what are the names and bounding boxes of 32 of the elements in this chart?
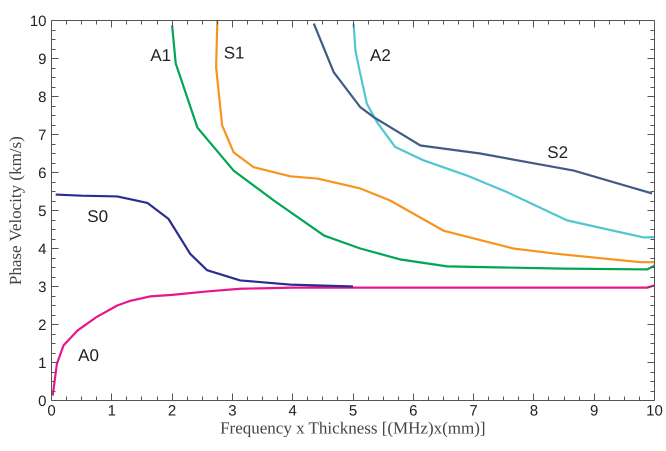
line-series xyxy=(352,22,654,239)
x-tick-label: 3 xyxy=(228,402,237,420)
y-tick-label: 7 xyxy=(38,127,46,144)
x-tick-label: 10 xyxy=(646,402,663,420)
y-tick-label: 8 xyxy=(38,89,46,106)
line-series xyxy=(52,284,654,397)
x-axis-title: Frequency x Thickness [(MHz)x(mm)] xyxy=(220,418,486,438)
x-tick-label: 5 xyxy=(348,402,358,420)
line-series xyxy=(312,22,654,194)
x-tick-label: 8 xyxy=(530,402,538,420)
x-tick-label: 1 xyxy=(108,402,116,420)
y-tick-label: 9 xyxy=(38,51,46,68)
series-label: A0 xyxy=(78,346,99,365)
line-series xyxy=(54,193,354,288)
y-tick-label: 2 xyxy=(38,317,46,334)
series-label: A1 xyxy=(150,46,172,65)
series-label: S0 xyxy=(87,207,108,226)
y-tick-label: 4 xyxy=(38,241,46,258)
x-tick-label: 7 xyxy=(469,402,478,420)
series-label: S2 xyxy=(547,143,568,162)
y-axis-title: Phase Velocity (km/s) xyxy=(6,136,25,286)
series-label: A2 xyxy=(370,46,391,66)
y-tick-label: 6 xyxy=(38,165,46,182)
y-tick-label: 10 xyxy=(30,13,47,30)
x-tick-label: 4 xyxy=(288,402,297,420)
y-tick-label: 1 xyxy=(38,355,46,372)
x-tick-label: 2 xyxy=(168,402,176,420)
x-tick-label: 6 xyxy=(409,402,418,420)
y-tick-label: 5 xyxy=(38,203,46,220)
x-tick-label: 9 xyxy=(590,402,598,420)
y-tick-label: 3 xyxy=(38,279,46,296)
series-label: S1 xyxy=(224,44,245,63)
